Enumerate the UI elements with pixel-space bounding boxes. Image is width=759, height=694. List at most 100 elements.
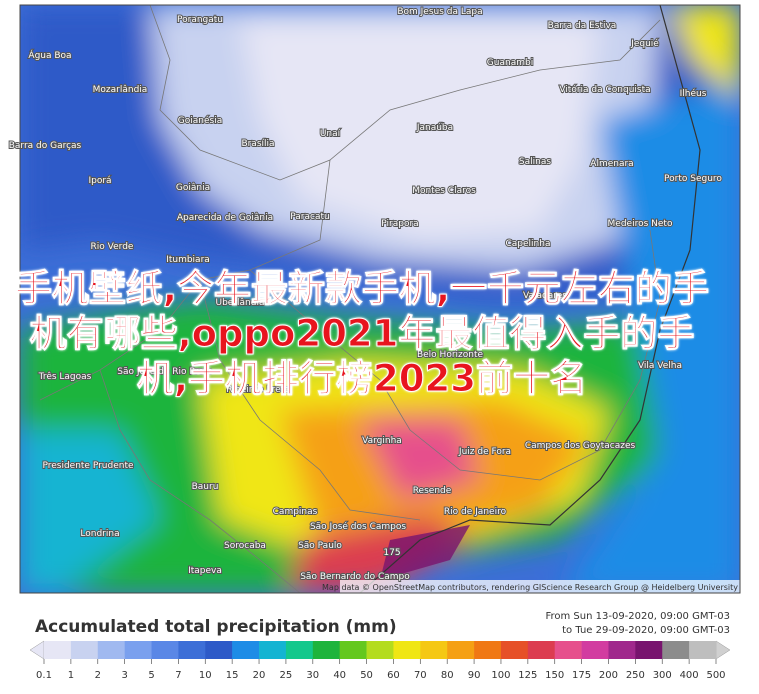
colorbar-tick-label: 10 (199, 670, 212, 681)
colorbar-tick-label: 40 (333, 670, 346, 681)
colorbar-tick-label: 30 (306, 670, 319, 681)
colorbar-segment (124, 641, 152, 659)
place-label: Guanambi (487, 58, 533, 68)
place-label: Resende (413, 486, 452, 496)
place-label: Belo Horizonte (417, 350, 484, 360)
colorbar-tick-label: 90 (468, 670, 481, 681)
colorbar-segment (366, 641, 394, 659)
place-label: São José dos Campos (310, 521, 406, 532)
place-label: Medeiros Neto (608, 219, 673, 229)
colorbar-tick-label: 0.1 (36, 670, 52, 681)
place-label: Janaúba (416, 123, 453, 133)
colorbar-tick-label: 1 (68, 670, 74, 681)
colorbar-tick-label: 250 (626, 670, 645, 681)
colorbar-segment (635, 641, 663, 659)
colorbar-tick-label: 2 (95, 670, 101, 681)
colorbar-segment (500, 641, 529, 659)
place-label: Mozarlândia (93, 85, 148, 95)
place-label: Uberlândia (216, 298, 265, 308)
colorbar-end (29, 640, 45, 660)
colorbar-tick-label: 125 (518, 670, 537, 681)
overlay-title: 手机壁纸,今年最新款手机,一千元左右的手机有哪些,oppo2021年最值得入手的… (14, 267, 710, 401)
colorbar-tick-label: 15 (226, 670, 239, 681)
place-label: Rio Verde (91, 242, 134, 252)
colorbar-tick-label: 60 (387, 670, 400, 681)
place-label: Vila Velha (638, 361, 682, 371)
place-label: Almenara (590, 159, 633, 169)
colorbar-tick-label: 20 (253, 670, 266, 681)
place-label: Água Boa (28, 49, 71, 61)
place-label: Valadares (523, 291, 567, 301)
place-label: Pirapora (381, 219, 418, 229)
place-label: Juiz de Fora (458, 447, 511, 457)
colorbar-segment (97, 641, 125, 659)
colorbar-segment (44, 641, 72, 659)
place-label: Presidente Prudente (42, 461, 134, 471)
colorbar-segment (554, 641, 582, 659)
colorbar-segment (205, 641, 233, 659)
colorbar-segment (447, 641, 475, 659)
colorbar-tick-label: 70 (414, 670, 427, 681)
place-label: Capelinha (506, 239, 551, 249)
place-label: Itumbiara (166, 255, 210, 265)
colorbar-tick-label: 150 (545, 670, 564, 681)
colorbar-segment (420, 641, 448, 659)
colorbar-segment (689, 641, 717, 659)
colorbar-tick-label: 25 (280, 670, 293, 681)
borders (39, 5, 701, 593)
place-label: Barra do Garças (9, 141, 82, 151)
colorbar-segment (581, 641, 609, 659)
place-label: Três Lagoas (38, 371, 92, 382)
colorbar-tick-label: 500 (706, 670, 725, 681)
place-label: Bom Jesus da Lapa (397, 7, 482, 17)
place-label: Salinas (519, 157, 551, 167)
place-label: Barra da Estiva (548, 21, 617, 31)
place-label: Bauru (192, 482, 219, 492)
place-label: Porangatu (177, 15, 223, 25)
place-label: Unaí (320, 129, 341, 139)
colorbar-tick-label: 175 (572, 670, 591, 681)
place-label: Ribeirão Preto (226, 385, 290, 395)
colorbar-segment (608, 641, 636, 659)
colorbar-segment (70, 641, 99, 659)
place-label: São Paulo (298, 541, 342, 551)
place-label: Jequié (630, 38, 659, 49)
colorbar-segment (285, 641, 314, 659)
place-label: Rio de Janeiro (444, 507, 507, 517)
colorbar-tick-label: 3 (121, 670, 127, 681)
legend-to: to Tue 29-09-2020, 09:00 GMT-03 (562, 625, 730, 636)
colorbar-segment (178, 641, 206, 659)
place-label: Aparecida de Goiânia (177, 213, 273, 223)
colorbar-segment (232, 641, 260, 659)
colorbar-segment (527, 641, 556, 659)
place-label: Sorocaba (224, 541, 266, 551)
place-label: Vitória da Conquista (559, 84, 650, 95)
place-label: Ilhéus (680, 88, 707, 99)
place-label: 175 (383, 548, 400, 558)
colorbar-tick-label: 7 (175, 670, 181, 681)
colorbar-segment (312, 641, 340, 659)
colorbar-segment (151, 641, 179, 659)
place-label: Campos dos Goytacazes (525, 441, 636, 451)
legend-title: Accumulated total precipitation (mm) (35, 617, 397, 637)
colorbar-segment (474, 641, 502, 659)
place-label: Campinas (273, 507, 318, 517)
place-label: Londrina (80, 529, 119, 539)
place-label: Itapeva (188, 566, 222, 576)
colorbar-tick-label: 300 (653, 670, 672, 681)
place-label: Goiânia (176, 183, 210, 193)
map: Map data © OpenStreetMap contributors, r… (20, 5, 740, 593)
place-label: Iporá (88, 176, 111, 186)
colorbar-tick-label: 80 (441, 670, 454, 681)
colorbar-tick-label: 5 (148, 670, 154, 681)
colorbar-segment (662, 641, 690, 659)
place-label: São José do Rio Preto (117, 366, 213, 377)
place-label: Goianésia (178, 115, 222, 126)
place-label: São Bernardo do Campo (300, 572, 410, 582)
place-label: Porto Seguro (664, 174, 722, 184)
colorbar-tick-label: 50 (360, 670, 373, 681)
colorbar-tick-label: 200 (599, 670, 618, 681)
colorbar-segment (259, 641, 287, 659)
